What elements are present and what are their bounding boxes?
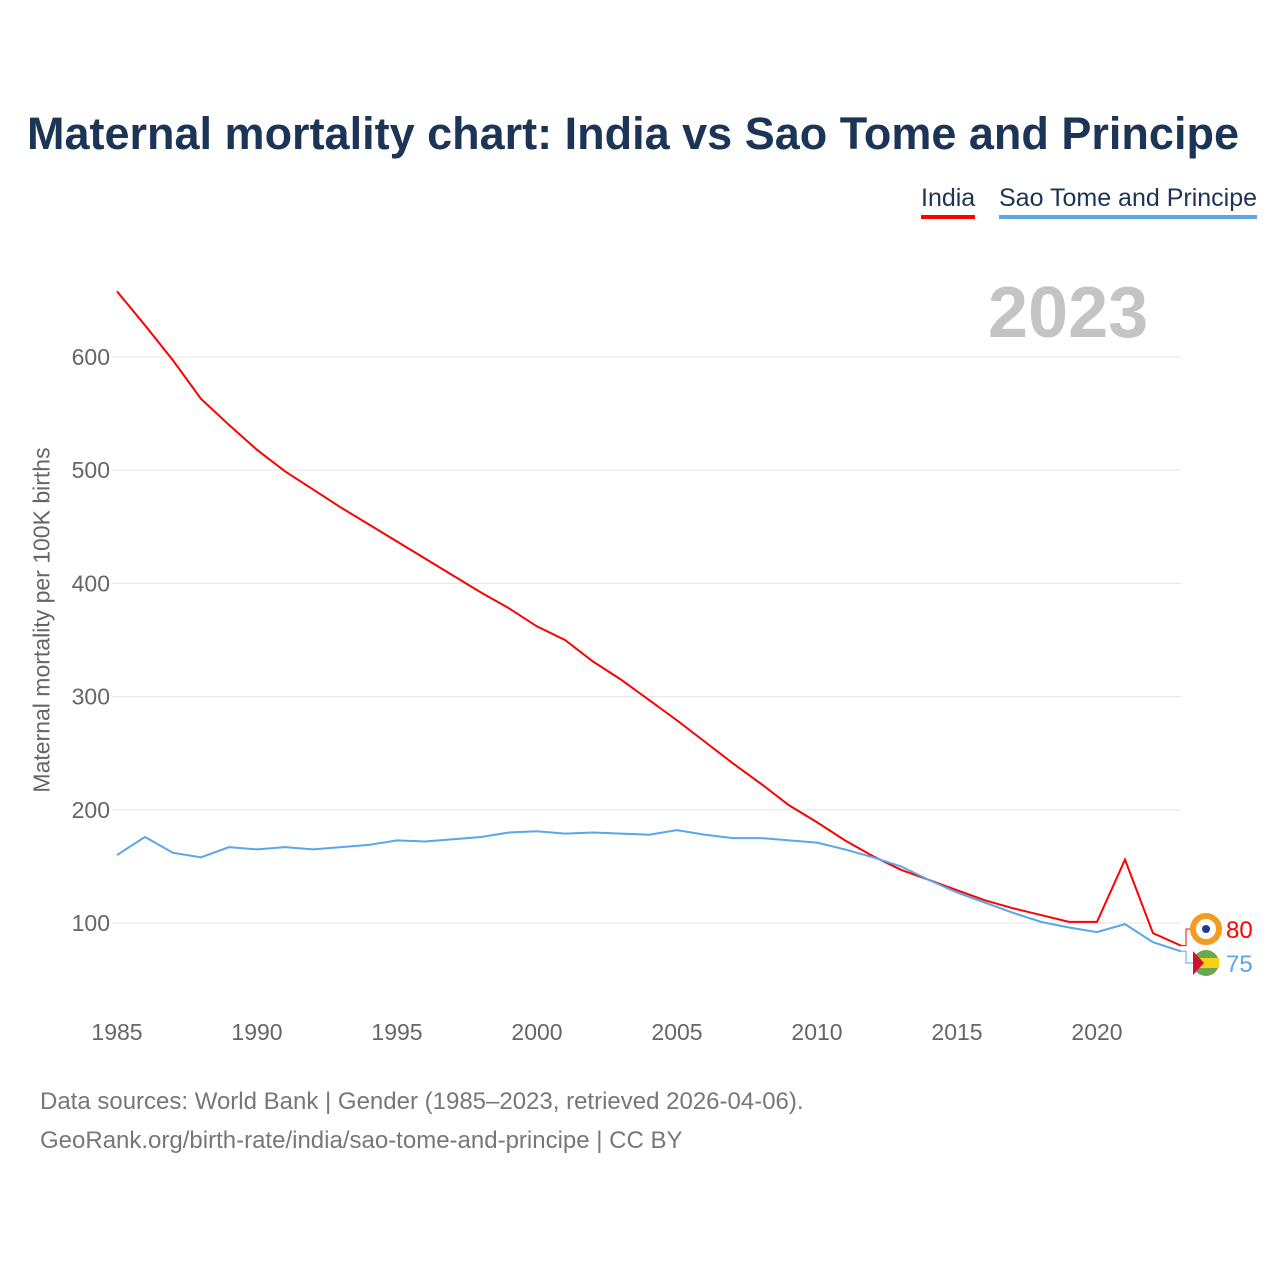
sao-tome-flag-band [1193,958,1219,968]
y-tick-label: 200 [72,797,110,823]
x-tick-label: 1990 [231,1019,282,1045]
source-url[interactable]: GeoRank.org/birth-rate/india/sao-tome-an… [40,1127,683,1154]
y-tick-label: 400 [72,570,110,596]
x-tick-label: 2020 [1071,1019,1122,1045]
end-connector [1181,928,1193,947]
series-line-sao-tome [116,829,1182,953]
legend-sao-tome[interactable]: Sao Tome and Principe [999,184,1258,219]
y-tick-label: 300 [72,684,110,710]
source-text: Data sources: World Bank | Gender (1985–… [40,1088,804,1115]
sao-tome-flag-triangle [1193,951,1204,975]
y-tick-label: 100 [72,910,110,936]
x-tick-label: 2010 [791,1019,842,1045]
x-tick-label: 1985 [91,1019,142,1045]
x-tick-label: 2015 [931,1019,982,1045]
end-connector [1181,950,1193,964]
y-tick-label: 600 [72,344,110,370]
end-value-label: 75 [1226,951,1253,978]
series-line-india [116,290,1182,947]
india-flag-chakra-icon [1202,925,1210,933]
chart-title: Maternal mortality chart: India vs Sao T… [27,108,1239,159]
y-tick-label: 500 [72,457,110,483]
x-tick-label: 1995 [371,1019,422,1045]
x-tick-label: 2000 [511,1019,562,1045]
legend-india[interactable]: India [921,184,976,219]
year-label: 2023 [988,273,1149,353]
end-value-label: 80 [1226,917,1253,944]
x-tick-label: 2005 [651,1019,702,1045]
